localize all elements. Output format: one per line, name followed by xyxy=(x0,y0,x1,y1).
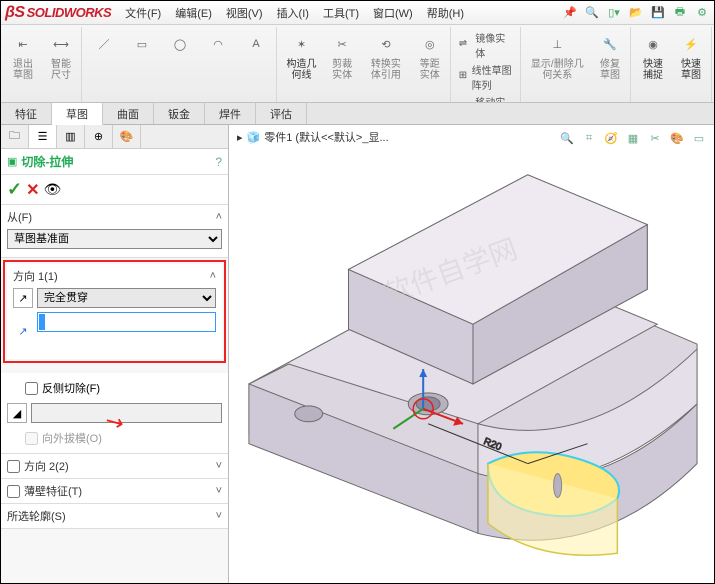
contours-expand[interactable]: ˅ xyxy=(216,510,222,522)
from-select[interactable]: 草图基准面 xyxy=(7,229,222,249)
flip-side-checkbox[interactable] xyxy=(25,382,38,395)
new-doc-icon[interactable]: ▯▾ xyxy=(606,5,622,21)
smart-dimension-button[interactable]: ⟷智能尺寸 xyxy=(45,29,77,83)
tab-evaluate[interactable]: 评估 xyxy=(256,103,307,124)
reverse-direction-button[interactable]: ↗ xyxy=(13,288,33,308)
draft-outward-checkbox[interactable] xyxy=(25,432,38,445)
panel-tab-property[interactable]: ☰ xyxy=(29,125,57,148)
menubar: 文件(F) 编辑(E) 视图(V) 插入(I) 工具(T) 窗口(W) 帮助(H… xyxy=(119,3,470,23)
thin-expand[interactable]: ˅ xyxy=(216,485,222,497)
move-entities-button[interactable]: ↔移动实体 xyxy=(457,93,516,103)
relations-button[interactable]: ⊥显示/删除几何关系 xyxy=(527,29,588,83)
preview-toggle[interactable]: 👁 xyxy=(44,181,62,198)
draft-outward-label: 向外拔模(O) xyxy=(42,430,102,446)
selected-contours-label: 所选轮廓(S) xyxy=(7,508,66,524)
panel-tab-dim[interactable]: ⊕ xyxy=(85,125,113,148)
model-render: R20 软件自学网 xyxy=(229,125,714,581)
open-icon[interactable]: 📂 xyxy=(628,5,644,21)
tab-sketch[interactable]: 草图 xyxy=(52,103,103,125)
save-icon[interactable]: 💾 xyxy=(650,5,666,21)
shape-text-button[interactable]: A xyxy=(240,29,272,59)
rapid-sketch-button[interactable]: ⚡快速草图 xyxy=(675,29,707,83)
panel-tab-feature-tree[interactable]: 🗀 xyxy=(1,125,29,148)
end-condition-select[interactable]: 完全贯穿 xyxy=(37,288,216,308)
cut-extrude-icon: ▣ xyxy=(7,155,17,168)
shape-line-button[interactable]: ／ xyxy=(88,29,120,59)
graphics-viewport[interactable]: ▸ 🧊 零件1 (默认<<默认>_显... 🔍 ⌗ 🧭 ▦ ✂ 🎨 ▭ xyxy=(229,125,714,583)
linear-pattern-button[interactable]: ⊞线性草图阵列 xyxy=(457,61,516,93)
panel-tab-appearance[interactable]: 🎨 xyxy=(113,125,141,148)
ok-button[interactable]: ✓ xyxy=(7,179,22,200)
direction-vector-button[interactable]: ↗ xyxy=(13,322,33,342)
thin-feature-label: 薄壁特征(T) xyxy=(24,483,82,499)
pin-icon[interactable]: 📌 xyxy=(562,5,578,21)
trim-entities-button[interactable]: ✂剪裁实体 xyxy=(326,29,358,83)
menu-view[interactable]: 视图(V) xyxy=(220,3,269,23)
tab-sheetmetal[interactable]: 钣金 xyxy=(154,103,205,124)
dir2-expand[interactable]: ˅ xyxy=(216,460,222,472)
mirror-entities-button[interactable]: ⇌镜像实体 xyxy=(457,29,516,61)
menu-window[interactable]: 窗口(W) xyxy=(367,3,419,23)
tab-weldment[interactable]: 焊件 xyxy=(205,103,256,124)
convert-entities-button[interactable]: ⟲转换实体引用 xyxy=(364,29,408,83)
dir1-collapse[interactable]: ˄ xyxy=(210,270,216,282)
menu-file[interactable]: 文件(F) xyxy=(119,3,167,23)
ribbon: ⇤退出草图 ⟷智能尺寸 ／ ▭ ◯ ◠ A ✶构造几何线 ✂剪裁实体 ⟲转换实体… xyxy=(1,25,714,103)
print-icon[interactable]: 🖶 xyxy=(672,5,688,21)
tab-features[interactable]: 特征 xyxy=(1,103,52,124)
draft-angle-input[interactable] xyxy=(31,403,222,423)
direction2-checkbox[interactable] xyxy=(7,460,20,473)
thin-feature-checkbox[interactable] xyxy=(7,485,20,498)
depth-input[interactable] xyxy=(37,312,216,332)
cancel-button[interactable]: ✕ xyxy=(26,180,39,200)
direction2-label: 方向 2(2) xyxy=(24,458,69,474)
menu-insert[interactable]: 插入(I) xyxy=(271,3,315,23)
repair-sketch-button[interactable]: 🔧修复草图 xyxy=(594,29,626,83)
quick-snap-button[interactable]: ◉快速捕捉 xyxy=(637,29,669,83)
draft-button[interactable]: ◢ xyxy=(7,403,27,423)
search-icon[interactable]: 🔍 xyxy=(584,5,600,21)
panel-tab-config[interactable]: ▥ xyxy=(57,125,85,148)
command-tabs: 特征 草图 曲面 钣金 焊件 评估 xyxy=(1,103,714,125)
from-collapse[interactable]: ˄ xyxy=(216,211,222,223)
direction1-label: 方向 1(1) xyxy=(13,268,58,284)
tab-surface[interactable]: 曲面 xyxy=(103,103,154,124)
flip-side-label: 反侧切除(F) xyxy=(42,380,100,396)
menu-edit[interactable]: 编辑(E) xyxy=(169,3,218,23)
feature-title: 切除-拉伸 xyxy=(21,153,73,170)
exit-sketch-button[interactable]: ⇤退出草图 xyxy=(7,29,39,83)
offset-entities-button[interactable]: ◎等距实体 xyxy=(414,29,446,83)
app-logo: βSSOLIDWORKS xyxy=(5,4,111,22)
options-icon[interactable]: ⚙ xyxy=(694,5,710,21)
shape-rect-button[interactable]: ▭ xyxy=(126,29,158,59)
shape-circle-button[interactable]: ◯ xyxy=(164,29,196,59)
property-manager-panel: 🗀 ☰ ▥ ⊕ 🎨 ▣ 切除-拉伸 ? ✓ ✕ 👁 从(F) ˄ 草图基准面 xyxy=(1,125,229,583)
construction-geometry-button[interactable]: ✶构造几何线 xyxy=(283,29,320,83)
menu-help[interactable]: 帮助(H) xyxy=(421,3,470,23)
menu-tools[interactable]: 工具(T) xyxy=(317,3,365,23)
from-label: 从(F) xyxy=(7,209,32,225)
help-icon[interactable]: ? xyxy=(215,155,222,169)
shape-arc-button[interactable]: ◠ xyxy=(202,29,234,59)
